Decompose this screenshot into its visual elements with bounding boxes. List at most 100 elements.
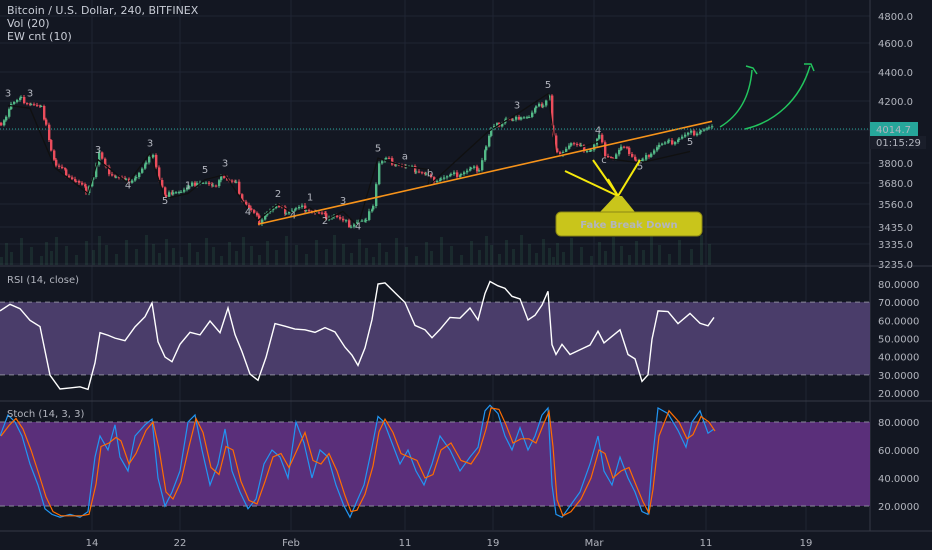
candle-body	[134, 178, 137, 181]
volume-bar	[678, 240, 681, 265]
volume-bar	[165, 239, 168, 265]
candle-body	[610, 157, 613, 159]
time-axis-tick: 19	[487, 538, 500, 549]
candle-body	[8, 109, 11, 117]
wave-count-label: 3	[514, 100, 520, 111]
volume-bar	[542, 239, 545, 265]
volume-bar	[85, 241, 88, 265]
volume-bar	[528, 244, 531, 265]
candle-body	[634, 156, 637, 160]
volume-bar	[10, 252, 13, 265]
candle-body	[53, 150, 56, 160]
candle-body	[305, 210, 308, 212]
bullish-arrow-1	[719, 69, 753, 128]
candle-body	[523, 117, 526, 119]
volume-bar	[275, 250, 278, 265]
volume-bar	[535, 253, 538, 265]
volume-bar	[700, 235, 703, 265]
candle-body	[95, 164, 98, 178]
candle-body	[92, 177, 95, 180]
candle-body	[570, 143, 573, 146]
volume-bar	[385, 252, 388, 265]
candle-body	[19, 98, 22, 101]
candle-body	[241, 194, 244, 201]
volume-bars	[0, 235, 711, 265]
candle-body	[301, 205, 304, 207]
candle-body	[223, 176, 226, 178]
candle-body	[481, 160, 484, 171]
price-axis-tick: 3435.0	[878, 223, 913, 234]
time-axis-tick: Feb	[282, 538, 300, 549]
candle-body	[238, 181, 241, 195]
candle-body	[463, 172, 466, 175]
rsi-title: RSI (14, close)	[7, 275, 79, 286]
wave-count-label: 3	[147, 139, 153, 150]
candles	[0, 94, 714, 229]
candle-body	[515, 116, 518, 120]
candle-body	[158, 167, 161, 181]
wave-count-label: 4	[125, 180, 131, 191]
candle-body	[111, 174, 114, 176]
wave-count-label: a	[402, 152, 408, 163]
candle-body	[372, 206, 375, 210]
volume-bar	[470, 241, 473, 265]
annotation-text: Fake Break Down	[580, 220, 677, 231]
wave-count-label: 5	[162, 196, 168, 207]
volume-bar	[188, 243, 191, 265]
candle-body	[278, 206, 281, 208]
rsi-axis-tick: 70.0000	[878, 298, 919, 309]
candle-body	[615, 154, 618, 159]
price-axis-tick: 4800.0	[878, 12, 913, 23]
volume-bar	[266, 241, 269, 265]
bullish-arrow-2	[744, 65, 811, 130]
candle-body	[607, 156, 610, 158]
candle-body	[212, 185, 215, 187]
candle-body	[620, 146, 623, 150]
volume-bar	[604, 251, 607, 265]
candle-body	[576, 143, 579, 145]
candle-body	[220, 176, 223, 181]
stoch-title: Stoch (14, 3, 3)	[7, 409, 84, 420]
volume-bar	[172, 248, 175, 265]
volume-bar	[65, 246, 68, 265]
volume-bar	[295, 245, 298, 265]
candle-body	[196, 183, 199, 186]
candle-body	[168, 192, 171, 197]
time-axis-tick: 11	[399, 538, 412, 549]
candle-body	[436, 180, 439, 183]
candle-body	[456, 172, 459, 177]
candle-body	[141, 168, 144, 173]
price-axis-tick: 4600.0	[878, 39, 913, 50]
candle-body	[155, 154, 158, 168]
candle-body	[85, 186, 88, 194]
candle-body	[186, 187, 189, 190]
candle-body	[180, 191, 183, 193]
candle-body	[0, 122, 3, 126]
candle-body	[211, 184, 214, 186]
candle-body	[353, 224, 356, 227]
candle-body	[272, 208, 275, 211]
candle-body	[573, 143, 576, 145]
candle-body	[191, 182, 194, 186]
candle-body	[294, 209, 297, 211]
candle-body	[648, 155, 651, 157]
candle-body	[484, 150, 487, 161]
stoch-k-line	[0, 404, 715, 519]
candle-body	[30, 104, 33, 106]
candle-body	[101, 152, 104, 159]
stoch-axis-tick: 60.0000	[878, 446, 919, 457]
volume-bar	[478, 250, 481, 265]
candle-body	[208, 182, 211, 185]
annotation-arrow	[607, 178, 619, 197]
wave-count-label: 5	[375, 143, 381, 154]
volume-bar	[505, 240, 508, 265]
volume-bar	[205, 238, 208, 265]
candle-body	[446, 176, 449, 178]
wave-count-label: 3	[95, 145, 101, 156]
candle-body	[526, 117, 529, 119]
price-axis-tick: 3560.0	[878, 200, 913, 211]
candle-body	[151, 156, 154, 158]
candle-body	[178, 192, 181, 194]
wave-count-label: 3	[340, 196, 346, 207]
